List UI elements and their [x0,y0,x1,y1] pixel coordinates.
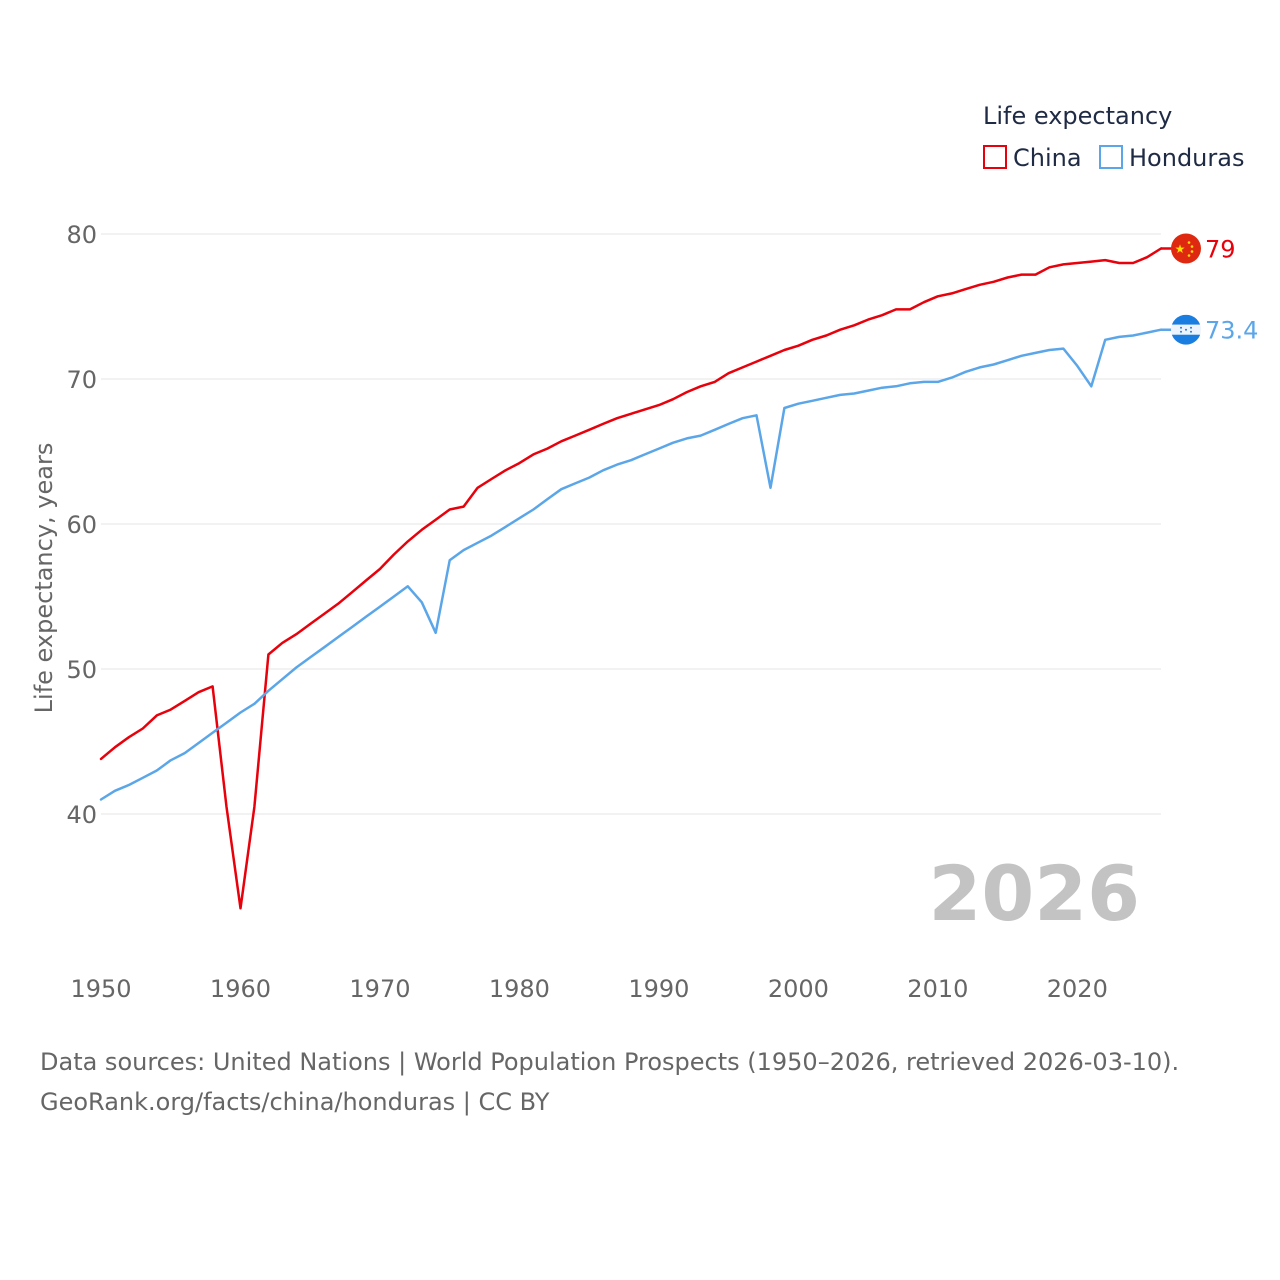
y-axis-ticks: 40 50 60 70 80 [66,221,97,829]
y-tick-label: 40 [66,801,97,829]
series-lines [99,247,1163,910]
series-line-honduras[interactable] [99,328,1163,801]
data-sources-text: Data sources: United Nations | World Pop… [40,1048,1180,1076]
x-tick-label: 1970 [349,975,410,1003]
x-tick-label: 2000 [768,975,829,1003]
legend-swatch-china[interactable] [983,145,1007,169]
x-tick-label: 1950 [70,975,131,1003]
legend: Life expectancy China Honduras [983,102,1244,172]
honduras-flag-icon [1171,314,1201,345]
series-line-china[interactable] [99,247,1163,910]
svg-text:★: ★ [1175,242,1186,256]
legend-swatch-honduras[interactable] [1099,145,1123,169]
x-tick-label: 1990 [628,975,689,1003]
x-tick-label: 1960 [210,975,271,1003]
credit-link[interactable]: GeoRank.org/facts/china/honduras | CC BY [40,1088,550,1116]
china-flag-icon: ★ [1171,233,1201,264]
y-tick-label: 60 [66,511,97,539]
grid-lines [101,233,1161,815]
x-tick-label: 2020 [1047,975,1108,1003]
x-axis-ticks: 1950 1960 1970 1980 1990 2000 2010 2020 [70,975,1107,1003]
legend-label-honduras[interactable]: Honduras [1129,144,1244,172]
x-tick-label: 2010 [907,975,968,1003]
legend-label-china[interactable]: China [1013,144,1082,172]
x-tick-label: 1980 [489,975,550,1003]
year-watermark: 2026 [928,849,1140,938]
end-label-honduras: 73.4 [1205,317,1258,345]
y-tick-label: 80 [66,221,97,249]
y-tick-label: 50 [66,656,97,684]
series-end-markers: ★ 79 73.4 [1161,233,1258,345]
end-label-china: 79 [1205,236,1236,264]
y-tick-label: 70 [66,366,97,394]
source-note: Data sources: United Nations | World Pop… [40,1042,1179,1122]
y-axis-title: Life expectancy, years [30,443,58,714]
legend-title: Life expectancy [983,102,1172,130]
